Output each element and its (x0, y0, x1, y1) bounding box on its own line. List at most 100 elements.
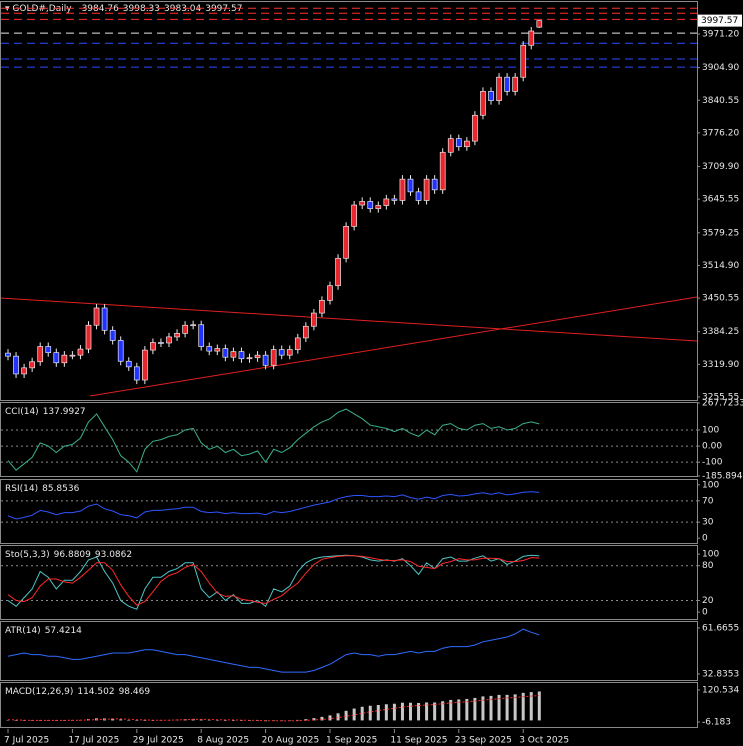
y-tick-label: -185.8945 (702, 472, 743, 482)
histogram-bar (473, 697, 477, 721)
indicator-line (7, 555, 540, 606)
indicator-header: CCI(14) 137.9927 (5, 407, 86, 417)
candle-body (472, 114, 478, 142)
candle-body (520, 44, 527, 78)
histogram-bar (344, 710, 348, 721)
histogram-bar (384, 704, 388, 721)
histogram-bar (433, 702, 437, 721)
candle-body (206, 346, 213, 352)
y-tick-label: 3514.90 (702, 261, 739, 271)
indicator-line (7, 408, 540, 473)
candle-body (464, 140, 470, 148)
histogram-bar (417, 702, 421, 721)
histogram-bar (392, 703, 396, 721)
y-tick-label: 32.8353 (702, 669, 739, 679)
candle-body (327, 285, 333, 301)
trend-line (0, 297, 698, 342)
y-tick-label: 61.6655 (702, 624, 739, 634)
y-tick-label: 3384.25 (702, 327, 739, 337)
candle-body (391, 198, 398, 201)
y-tick-label: 0 (702, 534, 708, 544)
histogram-bar (320, 716, 324, 721)
y-tick-label: 3840.55 (702, 96, 739, 106)
candle-body (311, 312, 317, 327)
histogram-bar (360, 706, 364, 721)
low-value: 3983.04 (164, 4, 201, 14)
y-tick-label: -100 (702, 458, 723, 468)
y-tick-label: 20 (702, 596, 714, 606)
y-tick-label: -6.183 (702, 717, 731, 727)
candle-body (158, 342, 164, 344)
histogram-bar (336, 713, 340, 721)
indicator-header: ATR(14) 57.4214 (5, 626, 82, 636)
x-tick-label: 17 Jul 2025 (68, 736, 119, 746)
candle-body (77, 348, 84, 356)
candle-body (246, 357, 253, 360)
pane-frame (0, 479, 698, 544)
candle-body (399, 178, 406, 201)
pane-frame (0, 621, 698, 681)
histogram-bar (481, 696, 485, 721)
candle-body (182, 324, 188, 334)
candle-body (351, 204, 357, 227)
candle-body (270, 349, 277, 366)
candle-body (142, 349, 148, 381)
candle-body (29, 361, 35, 369)
candle-body (230, 351, 237, 358)
indicator-header: MACD(12,26,9) 114.502 98.469 (5, 687, 150, 697)
histogram-bar (352, 708, 356, 721)
y-tick-label: 3255.55 (702, 392, 739, 402)
candle-body (496, 76, 502, 101)
y-tick-label: 0 (702, 608, 708, 618)
candle-body (278, 349, 285, 356)
candle-body (455, 138, 462, 148)
candle-body (286, 349, 293, 356)
histogram-bar (111, 718, 115, 721)
candle-body (53, 352, 60, 364)
y-tick-label: 3450.55 (702, 294, 739, 304)
pane-frame (0, 402, 698, 477)
histogram-bar (449, 699, 453, 721)
candle-body (383, 198, 390, 206)
candle-body (93, 307, 100, 326)
candle-body (85, 324, 92, 350)
indicator-title: CCI(14) (5, 407, 39, 417)
candle-body (61, 354, 68, 364)
price-tag (698, 14, 742, 27)
indicator-header: RSI(14) 85.8536 (5, 484, 80, 494)
candle-body (190, 324, 196, 327)
indicator-line (7, 628, 540, 673)
candle-body (5, 352, 11, 357)
candle-body (150, 342, 156, 351)
histogram-bar (127, 720, 131, 721)
indicator-title: Sto(5,3,3) (5, 550, 50, 560)
x-tick-label: 1 Sep 2025 (326, 736, 377, 746)
candle-body (238, 351, 245, 360)
indicator-title: MACD(12,26,9) (5, 687, 73, 697)
candle-body (407, 178, 414, 193)
histogram-bar (207, 719, 211, 721)
candle-body (335, 257, 341, 287)
histogram-bar (425, 702, 429, 721)
candle-body (133, 366, 140, 381)
y-tick-label: 3319.90 (702, 360, 739, 370)
candle-body (37, 346, 44, 363)
y-tick-label: 100 (702, 550, 719, 560)
histogram-bar (223, 720, 227, 721)
indicator-value: 98.469 (119, 687, 151, 697)
y-tick-label: 100 (702, 480, 719, 490)
histogram-bar (441, 701, 445, 721)
y-tick-label: 30 (702, 518, 714, 528)
y-tick-label: 3579.25 (702, 228, 739, 238)
pane-frame (0, 1, 698, 401)
indicator-line (7, 554, 540, 610)
y-tick-label: 80 (702, 561, 714, 571)
y-tick-label: 120.534 (702, 685, 739, 695)
candle-body (423, 178, 430, 201)
x-tick-label: 23 Sep 2025 (455, 736, 512, 746)
candle-body (117, 340, 124, 362)
pane-frame (0, 545, 698, 620)
